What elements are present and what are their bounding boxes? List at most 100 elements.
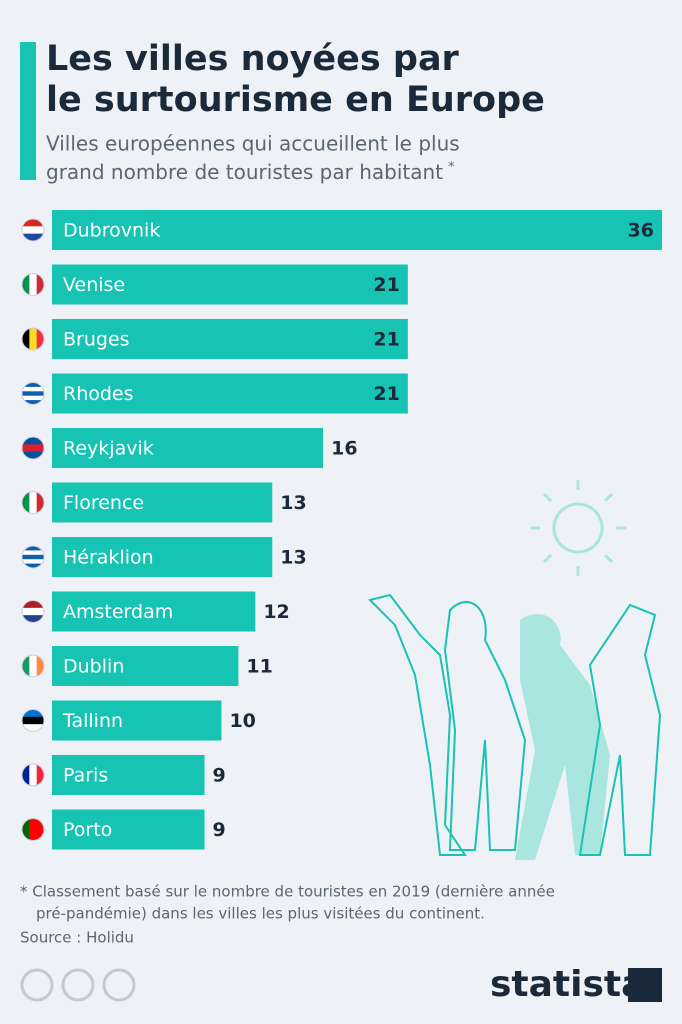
flag-outline (21, 654, 45, 678)
flag-stripe (22, 226, 44, 235)
flag-stripe (36, 491, 44, 514)
chart-title: Les villes noyées par (46, 39, 460, 79)
subtitle-text: grand nombre de touristes par habitant (46, 160, 443, 184)
flag-stripe (22, 716, 44, 725)
category-label: Venise (63, 274, 125, 296)
flag-stripe (22, 437, 44, 445)
category-label: Reykjavik (63, 438, 154, 460)
flag-stripe (22, 400, 44, 405)
flag-stripe (22, 550, 44, 556)
flag-stripe (22, 382, 44, 388)
value-label: 36 (628, 220, 654, 242)
flag-stripe (29, 491, 38, 514)
flag-stripe (36, 273, 44, 296)
flag-outline (21, 818, 45, 841)
bar (52, 809, 205, 850)
category-label: Paris (63, 765, 108, 787)
chart-subtitle: Villes européennes qui accueillent le pl… (46, 132, 460, 156)
category-label: Porto (63, 819, 112, 841)
value-label: 16 (331, 438, 357, 460)
flag-outline (21, 491, 45, 514)
flag-stripe (22, 615, 44, 623)
brand: statista (490, 964, 645, 1005)
flag-stripe (22, 724, 44, 732)
flag-stripe (22, 563, 44, 568)
bar (52, 373, 408, 414)
flag-stripe (22, 219, 44, 227)
title-accent (20, 42, 36, 180)
flag (22, 437, 44, 459)
category-label: Florence (63, 492, 144, 514)
flag-outline (21, 273, 45, 296)
value-label: 21 (373, 274, 399, 296)
sun (530, 480, 626, 576)
flag-stripe (22, 395, 44, 401)
flag (22, 219, 44, 241)
flag-outline (21, 545, 45, 569)
bar (52, 591, 256, 632)
source: Source : Holidu (20, 929, 134, 947)
flag-stripe (29, 273, 38, 296)
subtitle-mark: * (448, 160, 455, 175)
flag-stripe (22, 546, 44, 551)
flag (22, 818, 44, 841)
flag-outline (21, 600, 45, 623)
flag-stripe (29, 328, 38, 350)
flag (22, 600, 44, 623)
license-icons (20, 968, 136, 1002)
flag-stripe (22, 764, 30, 786)
bar (52, 210, 662, 250)
brand-logo (628, 968, 662, 1002)
flag-stripe (22, 233, 44, 241)
category-label: Dubrovnik (63, 220, 160, 242)
chart-subtitle: grand nombre de touristes par habitant * (46, 160, 455, 184)
bar (52, 755, 205, 795)
flag (22, 382, 44, 405)
chart-title: le surtourisme en Europe (46, 80, 545, 120)
value-label: 13 (280, 492, 306, 514)
category-label: Amsterdam (63, 601, 173, 623)
flag-stripe (22, 451, 44, 459)
category-label: Héraklion (63, 547, 154, 569)
flag-stripe (22, 491, 30, 514)
flag-outline (21, 382, 45, 405)
flag-stripe (22, 607, 44, 616)
flag-stripe (22, 818, 30, 841)
category-label: Rhodes (63, 383, 134, 405)
flag (22, 546, 44, 568)
bar (52, 537, 273, 577)
category-label: Bruges (63, 329, 130, 351)
flag-stripe (36, 655, 44, 677)
value-label: 10 (229, 710, 255, 732)
flag-stripe (36, 328, 44, 350)
category-label: Tallinn (62, 710, 123, 732)
value-label: 21 (373, 383, 399, 405)
flag (22, 491, 44, 514)
category-label: Dublin (63, 656, 124, 678)
flag-stripe (22, 444, 44, 453)
flag-stripe (22, 554, 44, 560)
value-label: 9 (213, 765, 226, 787)
flag (22, 655, 44, 677)
bar (52, 700, 222, 741)
footnote: pré-pandémie) dans les villes les plus v… (36, 905, 485, 923)
flag-stripe (22, 709, 44, 718)
flag-outline (21, 709, 45, 732)
bar (52, 319, 408, 359)
flag-outline (21, 763, 45, 787)
flag-outline (21, 327, 45, 351)
tourists-illustration (368, 593, 662, 860)
flag (22, 764, 44, 786)
value-label: 21 (373, 329, 399, 351)
flag-stripe (22, 391, 44, 397)
flag (22, 273, 44, 296)
flag-stripe (29, 818, 38, 841)
flag-stripe (29, 764, 38, 786)
flag-stripe (22, 273, 30, 296)
value-label: 13 (280, 547, 306, 569)
flag-outline (21, 436, 45, 460)
flag-stripe (29, 655, 38, 677)
flag-outline (21, 218, 45, 242)
value-label: 12 (263, 601, 289, 623)
